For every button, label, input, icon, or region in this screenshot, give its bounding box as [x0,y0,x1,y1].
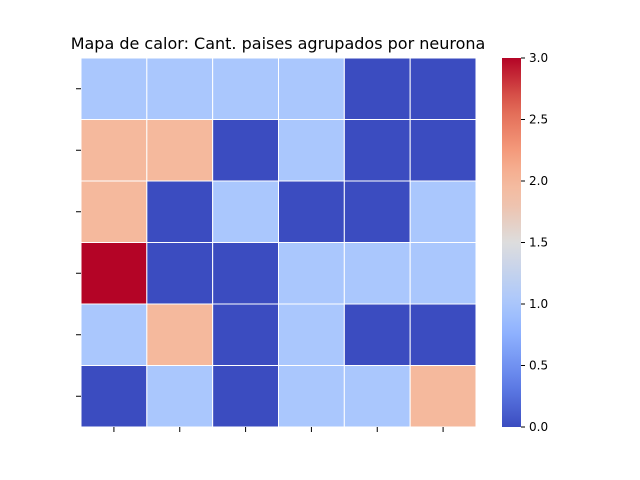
heatmap-cell [212,57,280,120]
heatmap-cell [146,242,214,305]
heatmap-cell [80,180,148,243]
y-axis-ticks [76,88,81,397]
heatmap-cell [212,119,280,182]
colorbar-tick-label: 3.0 [529,51,548,65]
heatmap-cell [278,365,345,428]
heatmap-cell [212,303,280,366]
heatmap-cell [146,57,214,120]
heatmap-cell [343,303,411,366]
heatmap-cell [146,119,214,182]
colorbar [502,58,521,427]
heatmap-cell [409,180,477,243]
colorbar-ticks: 0.0 0.5 1.0 1.5 2.0 2.5 3.0 [521,51,548,434]
heatmap-cell [278,303,345,366]
heatmap-cell [343,365,411,428]
colorbar-tick-label: 2.0 [529,174,548,188]
colorbar-tick-label: 1.0 [529,297,548,311]
heatmap-cell [409,242,477,305]
heatmap-cell [343,242,411,305]
heatmap-cell [409,119,477,182]
heatmap-cell [212,180,280,243]
colorbar-tick-label: 1.5 [529,236,548,250]
heatmap-cell [278,242,345,305]
heatmap-cell [212,242,280,305]
heatmap-cell [278,180,345,243]
x-axis-ticks [113,427,444,432]
heatmap-cell [80,303,148,366]
heatmap-cell [278,57,345,120]
heatmap-cell [278,119,345,182]
heatmap-cell [80,365,148,428]
heatmap-cell [80,57,148,120]
heatmap-cell [212,365,280,428]
chart-title: Mapa de calor: Cant. paises agrupados po… [71,34,486,53]
heatmap-cell [146,303,214,366]
heatmap-cell [80,242,148,305]
heatmap-cell [343,119,411,182]
colorbar-tick-label: 2.5 [529,113,548,127]
colorbar-tick-label: 0.0 [529,420,548,434]
heatmap-cell [146,365,214,428]
heatmap-cell [146,180,214,243]
heatmap-cell [80,119,148,182]
colorbar-tick-label: 0.5 [529,359,548,373]
heatmap-cells [80,57,477,428]
heatmap-cell [409,303,477,366]
heatmap-cell [343,57,411,120]
heatmap-cell [409,57,477,120]
heatmap-cell [343,180,411,243]
heatmap-cell [409,365,477,428]
